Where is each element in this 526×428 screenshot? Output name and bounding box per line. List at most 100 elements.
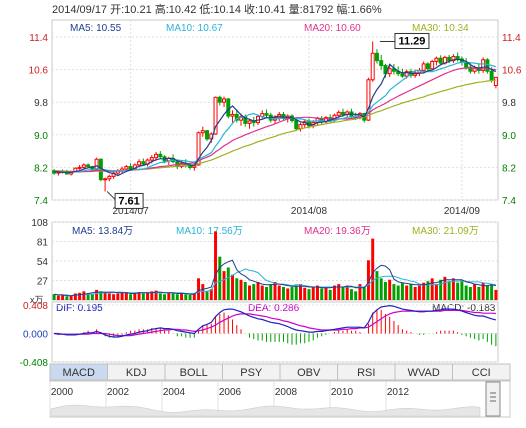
timeline-year: 2010: [331, 387, 354, 398]
volume-bar: [481, 282, 485, 300]
volume-bar: [426, 281, 430, 300]
price-ytick-left: 11.4: [29, 33, 48, 44]
volume-bar: [248, 285, 252, 300]
volume-bar: [430, 278, 434, 300]
volume-bar: [163, 294, 167, 300]
candle-body: [298, 124, 303, 130]
price-xtick: 2014/07: [113, 206, 150, 217]
price-panel-frame: [51, 19, 499, 201]
candle-body: [379, 60, 384, 67]
macd-dea-line: [54, 309, 496, 337]
tab-label-kdj: KDJ: [126, 367, 147, 379]
volume-bar: [286, 288, 290, 300]
candle-body: [154, 153, 159, 159]
volume-bar: [422, 282, 426, 300]
volume-bar: [366, 260, 370, 300]
tab-label-rsi: RSI: [357, 367, 375, 379]
candle-body: [86, 164, 91, 168]
volume-bar: [141, 293, 145, 300]
candle-body: [468, 66, 473, 72]
high-marker-label: 11.29: [398, 35, 425, 47]
volume-bar: [409, 284, 413, 300]
volume-bar: [137, 292, 141, 300]
volume-bar: [192, 293, 196, 300]
volume-bar: [61, 294, 65, 300]
candle-body: [196, 132, 201, 166]
volume-bar: [320, 288, 324, 300]
candle-body: [103, 178, 108, 181]
candle-body: [234, 113, 239, 121]
volume-bar: [269, 284, 273, 300]
volume-bar: [171, 293, 175, 300]
volume-bar: [158, 293, 162, 300]
volume-bar: [456, 282, 460, 300]
candle-body: [451, 56, 456, 62]
candle-body: [485, 59, 490, 72]
timeline-range-handle[interactable]: [485, 381, 501, 417]
volume-bar: [218, 256, 222, 300]
price-legend-ma10: MA10: 10.67: [166, 23, 223, 34]
tab-cci[interactable]: [452, 363, 511, 381]
timeline-year: 2006: [219, 387, 242, 398]
price-legend-ma5: MA5: 10.55: [70, 23, 122, 34]
candle-body: [370, 52, 375, 81]
volume-bar: [52, 294, 56, 300]
volume-bar: [290, 287, 294, 300]
candle-body: [226, 98, 231, 117]
volume-bar: [443, 276, 447, 300]
volume-bar: [490, 284, 494, 300]
price-xtick: 2014/08: [291, 206, 328, 217]
candle-body: [340, 111, 345, 115]
candle-body: [149, 157, 154, 161]
quote-info-text: 2014/09/17 开:10.21 高:10.42 低:10.14 收:10.…: [52, 2, 382, 16]
candle-body: [455, 56, 460, 60]
volume-bar: [337, 284, 341, 300]
candle-body: [217, 96, 222, 103]
volume-bar: [201, 284, 205, 300]
candle-body: [205, 130, 210, 140]
volume-bar: [86, 293, 90, 300]
volume-ytick: 108: [31, 218, 48, 229]
volume-bar: [184, 294, 188, 300]
candle-body: [94, 158, 99, 171]
candle-body: [77, 166, 82, 169]
volume-bar: [485, 285, 489, 300]
volume-legend-ma10: MA10: 17.56万: [176, 226, 243, 237]
tab-label-cci: CCI: [472, 367, 491, 379]
volume-bar: [82, 291, 86, 300]
volume-bar: [69, 295, 73, 300]
candle-body: [438, 57, 443, 64]
timeline-year: 2012: [387, 387, 410, 398]
volume-bar: [99, 291, 103, 300]
volume-bar: [197, 278, 201, 300]
candle-body: [141, 161, 146, 165]
candle-body: [222, 98, 227, 103]
price-ytick-left: 9.8: [34, 98, 48, 109]
candle-body: [247, 120, 252, 124]
volume-bar: [298, 284, 302, 300]
volume-bar: [175, 294, 179, 300]
candle-body: [391, 68, 396, 72]
volume-bar: [375, 271, 379, 300]
volume-bar: [226, 267, 230, 300]
macd-legend-dif: DIF: 0.195: [56, 303, 103, 314]
price-ytick-left: 7.4: [34, 196, 48, 207]
candle-body: [81, 164, 86, 168]
candle-body: [421, 63, 426, 71]
volume-bar: [447, 281, 451, 300]
tab-label-wvad: WVAD: [408, 367, 440, 379]
volume-bar: [332, 285, 336, 300]
volume-ytick: 54: [37, 257, 49, 268]
volume-bar: [417, 285, 421, 300]
volume-ytick: 81: [37, 238, 49, 249]
volume-bar: [256, 281, 260, 300]
price-legend-ma30: MA30: 10.34: [412, 23, 469, 34]
volume-bar: [65, 296, 69, 300]
volume-bar: [120, 292, 124, 300]
timeline-navigator[interactable]: 2000 2002 2004 2006 2008 2010 2012: [49, 380, 511, 418]
volume-bar: [294, 285, 298, 300]
volume-bar: [362, 287, 366, 300]
price-ytick-right: 8.2: [502, 163, 516, 174]
high-marker-box: [394, 32, 430, 49]
